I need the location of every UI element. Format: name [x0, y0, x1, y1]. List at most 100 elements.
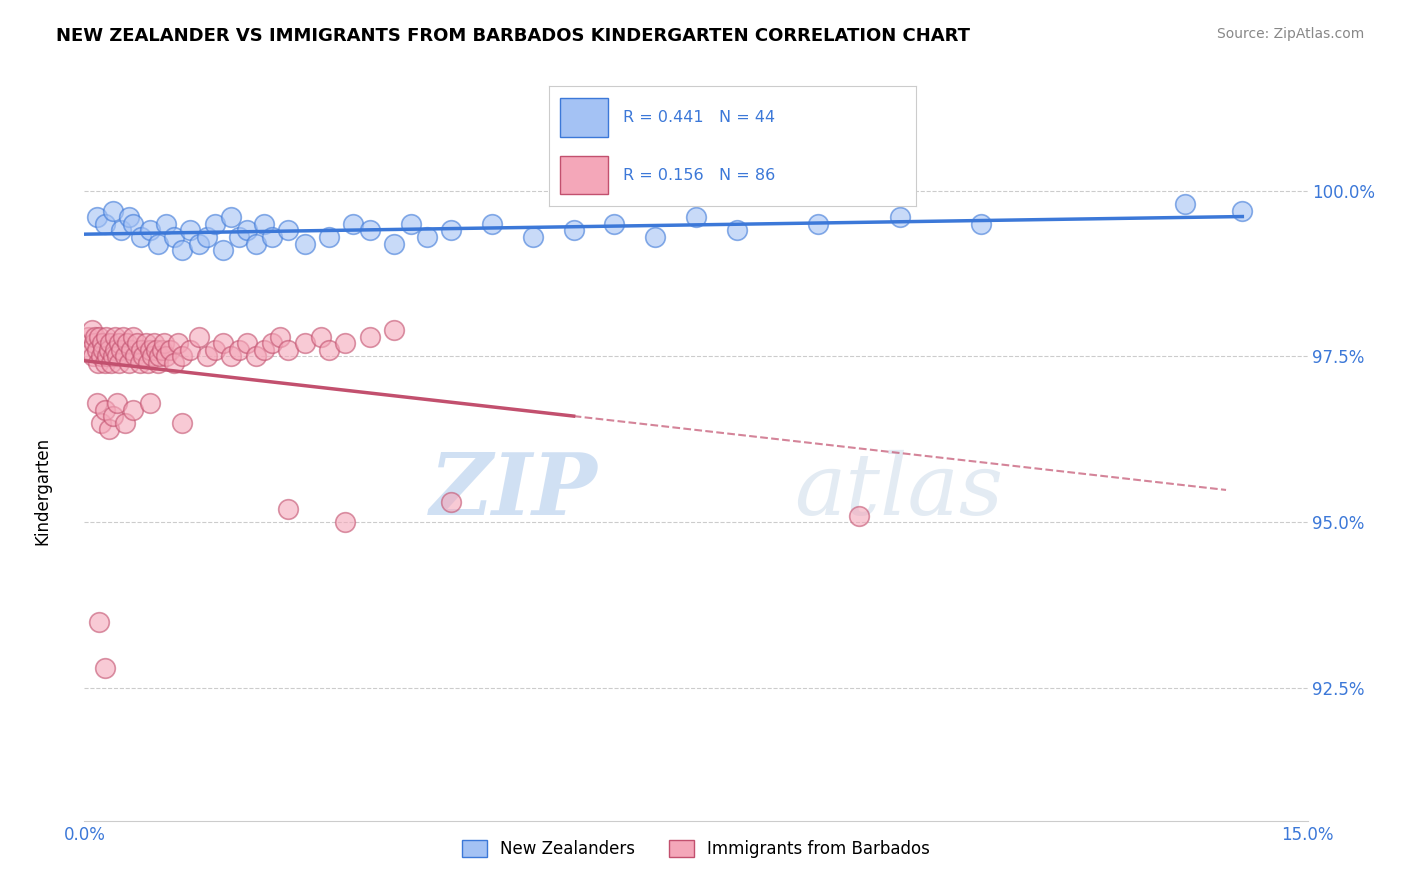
Point — [101, 409, 124, 424]
Point — [105, 396, 128, 410]
Point — [100, 336, 122, 351]
Point — [77, 329, 100, 343]
Point — [236, 336, 259, 351]
Point — [84, 329, 107, 343]
Point — [481, 217, 503, 231]
Point — [122, 217, 145, 231]
Point — [195, 230, 218, 244]
Point — [212, 244, 235, 258]
Point — [115, 336, 138, 351]
Point — [87, 356, 110, 370]
Point — [93, 217, 115, 231]
Point — [100, 356, 122, 370]
Point — [103, 329, 125, 343]
Point — [277, 343, 299, 357]
Point — [128, 356, 150, 370]
Point — [399, 217, 422, 231]
Point — [155, 217, 177, 231]
Point — [260, 230, 283, 244]
Point — [93, 356, 115, 370]
Text: Source: ZipAtlas.com: Source: ZipAtlas.com — [1216, 27, 1364, 41]
Point — [603, 217, 626, 231]
Point — [309, 329, 332, 343]
Point — [150, 343, 173, 357]
Point — [124, 350, 146, 364]
Point — [82, 350, 104, 364]
Point — [416, 230, 439, 244]
Point — [848, 508, 870, 523]
Legend: New Zealanders, Immigrants from Barbados: New Zealanders, Immigrants from Barbados — [456, 833, 936, 864]
Text: NEW ZEALANDER VS IMMIGRANTS FROM BARBADOS KINDERGARTEN CORRELATION CHART: NEW ZEALANDER VS IMMIGRANTS FROM BARBADO… — [56, 27, 970, 45]
Point — [120, 343, 142, 357]
Point — [90, 416, 112, 430]
Point — [219, 350, 242, 364]
Point — [96, 329, 118, 343]
Point — [104, 343, 127, 357]
Point — [245, 236, 267, 251]
Point — [148, 350, 170, 364]
Point — [970, 217, 993, 231]
Point — [204, 343, 226, 357]
Point — [204, 217, 226, 231]
Point — [83, 336, 105, 351]
Point — [644, 230, 666, 244]
Point — [86, 396, 108, 410]
Point — [118, 356, 141, 370]
Point — [127, 336, 149, 351]
Point — [79, 343, 101, 357]
Point — [86, 343, 108, 357]
Point — [90, 350, 112, 364]
Point — [80, 323, 103, 337]
Point — [110, 343, 132, 357]
Point — [108, 356, 131, 370]
Point — [138, 223, 160, 237]
Point — [155, 350, 177, 364]
Point — [236, 223, 259, 237]
Point — [153, 336, 176, 351]
Point — [382, 236, 405, 251]
Point — [132, 350, 155, 364]
Point — [93, 661, 115, 675]
Point — [382, 323, 405, 337]
Point — [110, 223, 132, 237]
Point — [342, 217, 364, 231]
Point — [136, 356, 159, 370]
Point — [114, 350, 136, 364]
Point — [142, 336, 165, 351]
Point — [122, 402, 145, 417]
Point — [228, 230, 250, 244]
Point — [135, 336, 157, 351]
Point — [91, 343, 114, 357]
Point — [277, 223, 299, 237]
Point — [105, 350, 128, 364]
Point — [131, 343, 153, 357]
Point — [146, 356, 169, 370]
Point — [163, 230, 186, 244]
Point — [440, 495, 463, 509]
Point — [1232, 203, 1254, 218]
Point — [725, 223, 748, 237]
Point — [212, 336, 235, 351]
Point — [228, 343, 250, 357]
Point — [1174, 197, 1197, 211]
Point — [245, 350, 267, 364]
Point — [96, 350, 118, 364]
Point — [118, 211, 141, 225]
Point — [277, 502, 299, 516]
Point — [359, 329, 381, 343]
Point — [172, 244, 194, 258]
Point — [562, 223, 585, 237]
Point — [335, 336, 357, 351]
Point — [167, 336, 190, 351]
Point — [253, 217, 276, 231]
Text: Kindergarten: Kindergarten — [34, 436, 51, 545]
Point — [522, 230, 544, 244]
Point — [141, 350, 163, 364]
Point — [318, 343, 340, 357]
Point — [138, 343, 160, 357]
Point — [807, 217, 830, 231]
Point — [159, 343, 181, 357]
Point — [294, 236, 316, 251]
Point — [86, 211, 108, 225]
Point — [335, 515, 357, 529]
